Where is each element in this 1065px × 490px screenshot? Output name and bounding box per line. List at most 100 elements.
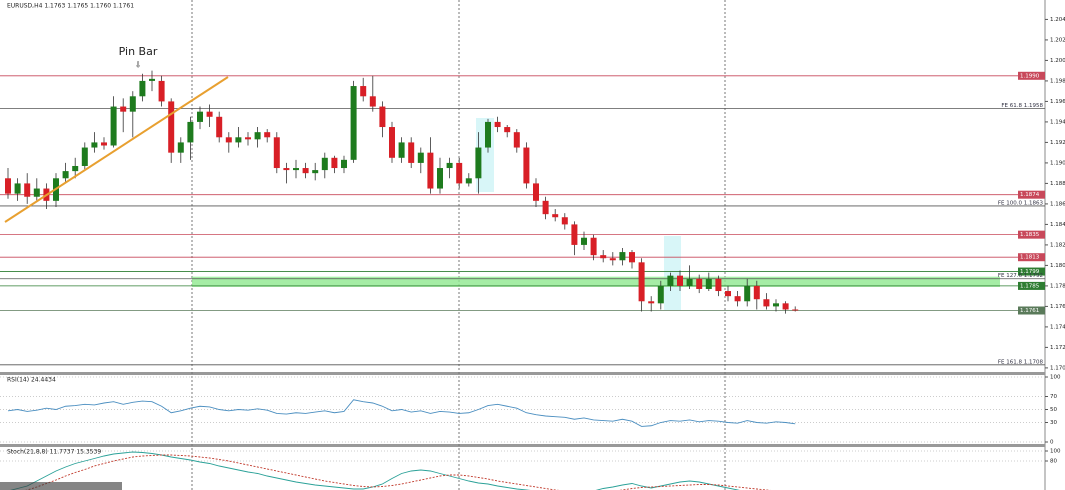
candle-body xyxy=(542,200,549,215)
candle-body xyxy=(389,127,395,158)
y-tick-label: 1.2005 xyxy=(1050,58,1065,64)
candle-body xyxy=(629,252,635,263)
candle-body xyxy=(206,111,213,117)
highlight-box xyxy=(664,236,681,310)
candle-body xyxy=(715,278,722,292)
candle-body xyxy=(744,285,751,302)
candle-body xyxy=(177,142,184,153)
y-tick-label: 70 xyxy=(1050,394,1057,400)
y-tick-label: 1.2045 xyxy=(1050,17,1065,23)
candle-body xyxy=(149,78,155,81)
candle-body xyxy=(590,237,597,256)
candle-body xyxy=(72,165,79,172)
candle-body xyxy=(725,291,731,297)
candle-body xyxy=(753,285,760,300)
price-label: 1.1874 xyxy=(1020,192,1040,198)
candle-body xyxy=(696,278,703,289)
candle-body xyxy=(571,224,578,245)
candle-body xyxy=(24,183,31,197)
candle-body xyxy=(216,116,223,138)
candle-body xyxy=(504,127,511,133)
candle-body xyxy=(667,275,674,286)
candle-body xyxy=(129,96,136,112)
candle-body xyxy=(225,137,232,143)
candle-body xyxy=(264,132,271,138)
candle-body xyxy=(360,86,367,97)
candle-body xyxy=(379,106,386,128)
candle-body xyxy=(417,152,424,163)
candle-body xyxy=(561,217,568,225)
price-label: 1.1990 xyxy=(1020,73,1040,79)
candle-body xyxy=(91,142,98,148)
candle-body xyxy=(110,106,117,146)
candle-body xyxy=(581,237,587,245)
panel-separator xyxy=(0,372,1045,375)
candle-body xyxy=(533,183,539,201)
candle-body xyxy=(14,183,21,194)
y-tick-label: 1.1905 xyxy=(1050,160,1065,166)
candle-body xyxy=(245,137,251,140)
candle-body xyxy=(302,168,309,174)
fe-label: FE 61.8 1.1958 xyxy=(1001,103,1043,109)
indicator-line xyxy=(7,399,796,427)
candle-body xyxy=(686,278,693,286)
candle-body xyxy=(398,142,405,158)
y-tick-label: 1.1845 xyxy=(1050,222,1065,228)
chart-title: EURUSD,H4 1.1763 1.1765 1.1760 1.1761 xyxy=(7,3,134,10)
price-label-box xyxy=(1018,281,1045,290)
y-tick-label: 1.1785 xyxy=(1050,283,1065,289)
candle-body xyxy=(475,147,482,179)
y-tick-label: 1.1805 xyxy=(1050,263,1065,269)
annotation: Pin Bar xyxy=(119,45,158,58)
candle-body xyxy=(341,159,347,169)
candle-body xyxy=(81,147,88,166)
price-label: 1.1785 xyxy=(1020,283,1040,289)
stoch-title: Stoch(21,8,8) 11.7737 15.3539 xyxy=(7,449,101,456)
price-label-box xyxy=(1018,190,1045,199)
candle-body xyxy=(552,214,559,218)
candle-body xyxy=(465,178,472,184)
y-tick-label: 1.2025 xyxy=(1050,37,1065,43)
candle-body xyxy=(792,309,799,311)
candle-body xyxy=(408,142,415,163)
y-tick-label: 100 xyxy=(1050,449,1061,455)
watermark xyxy=(0,482,122,490)
candle-body xyxy=(456,162,463,184)
candle-body xyxy=(427,152,434,189)
candle-body xyxy=(312,170,319,174)
price-label: 1.1835 xyxy=(1020,232,1040,238)
y-tick-label: 100 xyxy=(1050,375,1061,381)
price-label-box xyxy=(1018,71,1045,80)
y-tick-label: 1.1925 xyxy=(1050,140,1065,146)
candle-body xyxy=(619,252,626,261)
indicator-line xyxy=(10,451,740,490)
candle-body xyxy=(321,157,328,171)
candle-body xyxy=(437,168,443,189)
candle-body xyxy=(101,142,107,146)
y-tick-label: 1.1965 xyxy=(1050,99,1065,105)
y-tick-label: 1.1745 xyxy=(1050,324,1065,330)
candle-body xyxy=(331,157,338,169)
y-tick-label: 1.1765 xyxy=(1050,304,1065,310)
candle-body xyxy=(62,171,69,179)
candle-body xyxy=(677,275,683,286)
candle-body xyxy=(446,162,453,169)
rsi-title: RSI(14) 24.4434 xyxy=(7,377,56,384)
y-tick-label: 1.1705 xyxy=(1050,365,1065,371)
candle-body xyxy=(705,278,712,289)
stoch-panel xyxy=(0,450,1045,490)
candle-body xyxy=(648,301,655,304)
fe-label: FE 127.6 1.1792 xyxy=(998,273,1043,279)
candle-body xyxy=(494,121,501,128)
y-tick-label: 0 xyxy=(1050,440,1054,446)
candle-body xyxy=(235,137,242,143)
candle-body xyxy=(638,262,645,302)
panel-separator xyxy=(0,444,1045,447)
y-tick-label: 1.1825 xyxy=(1050,242,1065,248)
candle-body xyxy=(485,121,491,148)
candle-body xyxy=(734,296,741,302)
price-label-box xyxy=(1018,230,1045,239)
candle-body xyxy=(350,86,357,160)
y-tick-label: 80 xyxy=(1050,459,1057,465)
